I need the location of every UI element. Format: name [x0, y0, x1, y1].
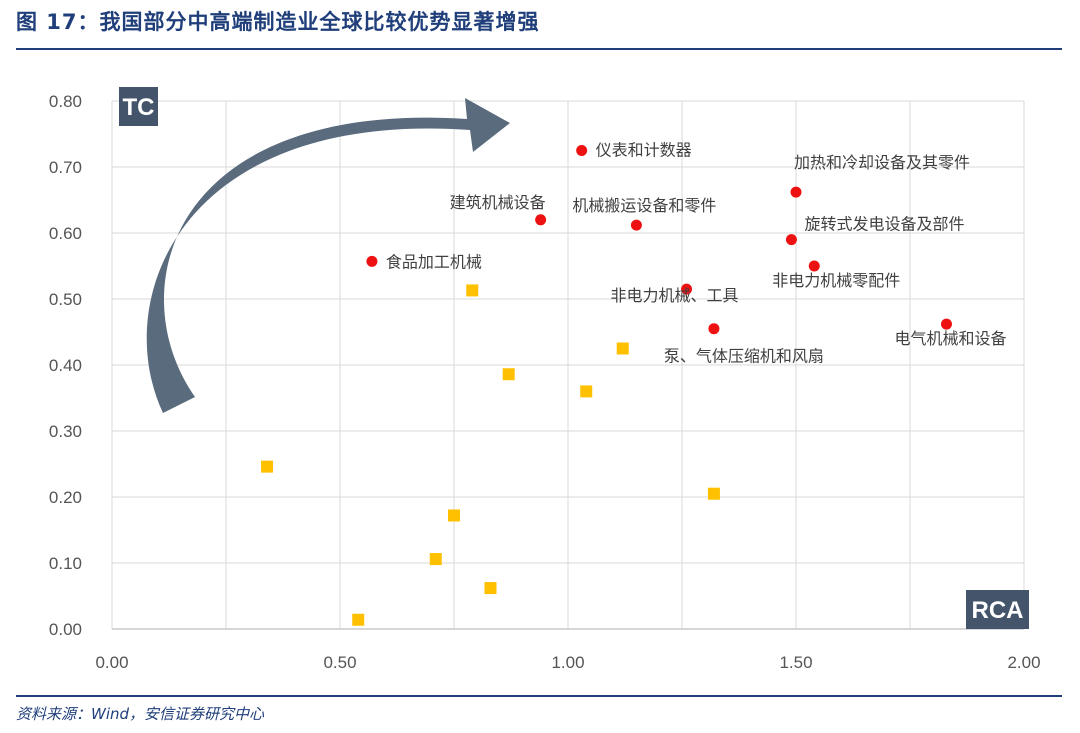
data-label: 机械搬运设备和零件	[572, 196, 716, 215]
chart-grid	[111, 100, 1025, 629]
data-label: 食品加工机械	[386, 252, 482, 271]
data-point-circle	[785, 234, 797, 246]
data-point-square	[616, 342, 629, 355]
data-point-square	[707, 487, 720, 500]
data-point-square	[261, 460, 274, 473]
data-label: 仪表和计数器	[596, 141, 692, 160]
x-tick-label: 1.50	[779, 653, 812, 672]
data-point-circle	[808, 260, 820, 272]
rca-axis-label: RCA	[966, 590, 1029, 629]
footer-rule	[16, 695, 1062, 697]
x-tick-label: 0.00	[95, 653, 128, 672]
data-point-square	[484, 582, 497, 595]
y-tick-label: 0.20	[49, 488, 82, 507]
data-point-circle	[708, 323, 720, 335]
data-point-circle	[366, 255, 378, 267]
source-note: 资料来源：Wind，安信证券研究中心	[16, 705, 265, 723]
y-tick-label: 0.50	[49, 290, 82, 309]
data-label: 非电力机械零配件	[772, 271, 900, 290]
data-label: 泵、气体压缩机和风扇	[664, 347, 824, 366]
y-tick-label: 0.80	[49, 92, 82, 111]
data-point-square	[429, 553, 442, 566]
y-tick-label: 0.70	[49, 158, 82, 177]
data-point-circle	[576, 145, 588, 156]
x-tick-label: 0.50	[323, 653, 356, 672]
data-point-circle	[681, 283, 693, 295]
x-tick-label: 2.00	[1007, 653, 1040, 672]
data-point-square	[580, 385, 593, 398]
data-point-circle	[940, 318, 952, 330]
y-tick-label: 0.00	[49, 620, 82, 639]
data-point-square	[448, 509, 460, 522]
tick-labels: 0.00 0.10 0.20 0.30 0.40 0.50 0.60 0.70 0.80 0.00…	[49, 92, 1041, 672]
data-label: 电气机械和设备	[894, 329, 1006, 348]
y-tick-label: 0.40	[49, 356, 82, 375]
tc-axis-label: TC	[119, 87, 158, 126]
data-point-circle	[790, 186, 802, 198]
data-label: 加热和冷却设备及其零件	[794, 153, 970, 172]
curved-arrow	[146, 98, 510, 413]
y-axis-label: TC	[123, 94, 155, 121]
title-rule	[16, 48, 1062, 50]
data-label: 非电力机械、工具	[611, 286, 739, 305]
data-point-square	[502, 368, 515, 381]
y-tick-label: 0.60	[49, 224, 82, 243]
data-label: 建筑机械设备	[450, 193, 546, 212]
x-axis-label: RCA	[972, 597, 1024, 624]
data-point-circle	[630, 219, 642, 231]
data-point-square	[466, 284, 479, 297]
figure-title: 图 17：我国部分中高端制造业全球比较优势显著增强	[16, 10, 540, 34]
data-point-circle	[535, 214, 547, 226]
data-point-square	[352, 613, 365, 626]
y-tick-label: 0.30	[49, 422, 82, 441]
x-tick-label: 1.00	[551, 653, 584, 672]
data-label: 旋转式发电设备及部件	[804, 215, 964, 234]
y-tick-label: 0.10	[49, 554, 82, 573]
